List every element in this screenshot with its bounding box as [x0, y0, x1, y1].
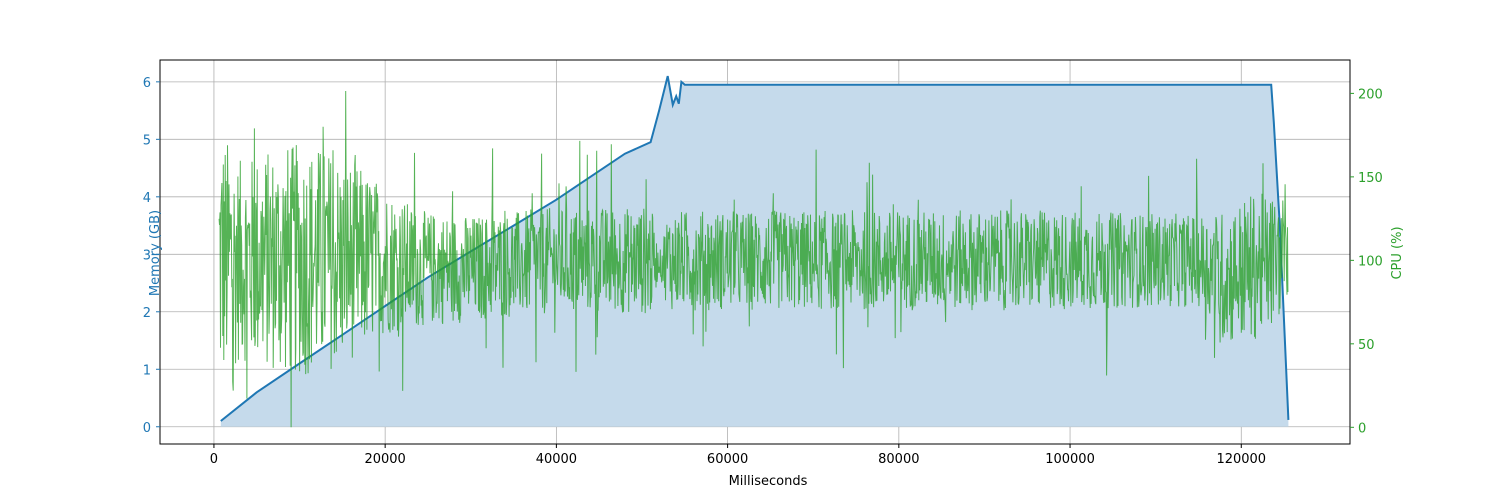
y-left-tick-label: 6 [143, 76, 151, 91]
y-right-tick-label: 150 [1358, 171, 1383, 186]
x-tick-label: 40000 [536, 452, 577, 467]
x-tick-label: 80000 [878, 452, 919, 467]
ticks: 0 20000 40000 60000 80000 100000 120000 0 1 2 3 4 5 6… [143, 76, 1383, 467]
y-right-tick-label: 0 [1358, 421, 1366, 436]
x-tick-label: 120000 [1216, 452, 1266, 467]
y-right-tick-label: 100 [1358, 254, 1383, 269]
y-right-tick-label: 200 [1358, 87, 1383, 102]
y-axis-left-label: Memory (GB) [148, 210, 163, 296]
y-axis-right-label: CPU (%) [1390, 226, 1405, 279]
y-left-tick-label: 1 [143, 363, 151, 378]
x-tick-label: 20000 [364, 452, 405, 467]
x-tick-label: 60000 [707, 452, 748, 467]
cpu-line [218, 90, 1289, 428]
x-tick-label: 0 [210, 452, 218, 467]
x-axis-label: Milliseconds [729, 474, 808, 489]
y-left-tick-label: 5 [143, 133, 151, 148]
plot-area [218, 75, 1290, 428]
axes-frame [159, 59, 1351, 445]
x-tick-label: 100000 [1045, 452, 1095, 467]
y-left-tick-label: 2 [143, 306, 151, 321]
y-left-tick-label: 4 [143, 191, 151, 206]
y-right-tick-label: 50 [1358, 338, 1375, 353]
y-left-tick-label: 3 [143, 248, 151, 263]
y-left-tick-label: 0 [143, 421, 151, 436]
